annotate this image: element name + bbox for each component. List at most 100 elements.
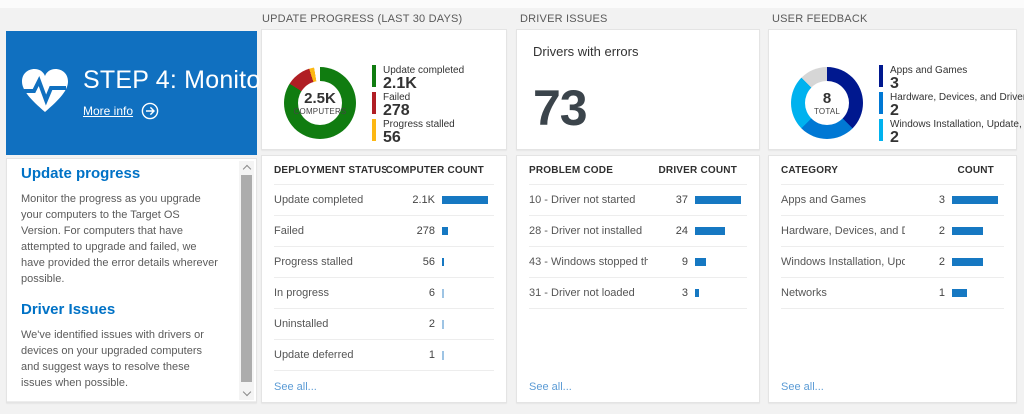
value-bar (442, 319, 444, 329)
legend-value: 3 (890, 75, 899, 92)
see-all-link[interactable]: See all... (529, 381, 572, 393)
table-row[interactable]: 31 - Driver not loaded 3 (529, 278, 747, 309)
legend-value: 278 (383, 102, 410, 119)
value-bar (442, 350, 444, 360)
scroll-down-icon[interactable] (239, 387, 254, 400)
scroll-up-icon[interactable] (239, 161, 254, 174)
update-progress-chart-card: 2.5K COMPUTERS Update completed 2.1K Faile… (261, 29, 507, 150)
row-label: Update completed (274, 194, 364, 206)
bar-cell (945, 289, 1004, 297)
value-bar (695, 227, 725, 235)
row-value: 2 (938, 256, 945, 268)
legend-value: 56 (383, 129, 401, 146)
table-row[interactable]: Windows Installation, Update,... 2 (781, 247, 1004, 278)
column-header: CATEGORY (781, 164, 839, 176)
legend-label: Failed (383, 92, 411, 103)
row-value: 6 (428, 287, 435, 299)
value-bar (695, 289, 699, 297)
row-value: 56 (422, 256, 435, 268)
row-label: Networks (781, 287, 827, 299)
section-divider (7, 401, 256, 402)
update-progress-legend: Update completed 2.1K Failed 278 Progress st… (372, 65, 464, 146)
value-bar (442, 258, 444, 266)
table-header-row: PROBLEM CODE DRIVER COUNT (529, 156, 747, 185)
table-row[interactable]: Update deferred 1 (274, 340, 494, 371)
legend-label: Progress stalled (383, 119, 455, 130)
donut-center-label: COMPUTERS (293, 106, 347, 116)
row-value: 3 (938, 194, 945, 206)
donut-center: 8 TOTAL (805, 81, 849, 125)
scrollbar-thumb[interactable] (241, 175, 252, 382)
problem-code-table: PROBLEM CODE DRIVER COUNT 10 - Driver not … (529, 156, 747, 309)
value-bar (442, 227, 448, 235)
user-feedback-donut-chart[interactable]: 8 TOTAL (791, 67, 863, 139)
legend-item: Failed 278 (372, 92, 464, 119)
value-bar (952, 227, 983, 235)
row-value: 24 (675, 225, 688, 237)
row-value: 37 (675, 194, 688, 206)
row-label: 43 - Windows stopped the devi... (529, 256, 648, 268)
column-header: DRIVER COUNT (658, 164, 737, 176)
legend-item: Windows Installation, Update, and...2 (879, 119, 1024, 146)
section-heading-driver-issues: Driver Issues (21, 301, 116, 318)
value-bar (695, 196, 741, 204)
table-row[interactable]: Progress stalled 56 (274, 247, 494, 278)
row-label: Update deferred (274, 349, 354, 361)
table-row[interactable]: 10 - Driver not started 37 (529, 185, 747, 216)
row-label: In progress (274, 287, 330, 299)
row-label: Apps and Games (781, 194, 866, 206)
see-all-link[interactable]: See all... (781, 381, 824, 393)
table-row[interactable]: In progress 6 (274, 278, 494, 309)
more-info-arrow-icon[interactable] (141, 102, 159, 120)
row-value: 1 (938, 287, 945, 299)
step-title: STEP 4: Monitor (83, 66, 269, 94)
column-header: COUNT (957, 164, 994, 176)
row-label: Hardware, Devices, and Drivers (781, 225, 905, 237)
donut-center-value: 8 (822, 89, 832, 107)
bar-cell (435, 288, 494, 298)
row-label: Uninstalled (274, 318, 329, 330)
update-progress-table-card: DEPLOYMENT STATUS COMPUTER COUNT Update co… (261, 155, 507, 403)
row-value: 1 (428, 349, 435, 361)
user-feedback-table-card: CATEGORY COUNT Apps and Games 3 Hardware, De… (768, 155, 1017, 403)
bar-cell (688, 227, 747, 235)
table-row[interactable]: Update completed 2.1K (274, 185, 494, 216)
row-label: 31 - Driver not loaded (529, 287, 635, 299)
more-info-link[interactable]: More info (83, 104, 134, 118)
table-row[interactable]: 28 - Driver not installed 24 (529, 216, 747, 247)
table-row[interactable]: Uninstalled 2 (274, 309, 494, 340)
table-header-row: CATEGORY COUNT (781, 156, 1004, 185)
donut-center-value: 2.5K (304, 89, 336, 107)
scrollbar[interactable] (239, 161, 254, 400)
bar-cell (435, 196, 494, 204)
overview-panel: Update progress Monitor the progress as … (6, 158, 257, 403)
bar-cell (435, 319, 494, 329)
table-row[interactable]: 43 - Windows stopped the devi... 9 (529, 247, 747, 278)
legend-swatch (372, 92, 376, 114)
section-body-update-progress: Monitor the progress as you upgrade your… (21, 193, 218, 285)
deployment-status-table: DEPLOYMENT STATUS COMPUTER COUNT Update co… (274, 156, 494, 371)
table-row[interactable]: Networks 1 (781, 278, 1004, 309)
value-bar (952, 258, 983, 266)
donut-center: 2.5K COMPUTERS (294, 81, 346, 125)
update-progress-header: UPDATE PROGRESS (LAST 30 DAYS) (262, 13, 463, 25)
value-bar (952, 289, 967, 297)
table-row[interactable]: Apps and Games 3 (781, 185, 1004, 216)
see-all-link[interactable]: See all... (274, 381, 317, 393)
table-row[interactable]: Failed 278 (274, 216, 494, 247)
row-value: 2 (428, 318, 435, 330)
row-value: 9 (681, 256, 688, 268)
bar-cell (435, 258, 494, 266)
driver-issues-kpi-card[interactable]: Drivers with errors 73 (516, 29, 760, 150)
legend-item: Hardware, Devices, and Drivers 2 (879, 92, 1024, 119)
value-bar (442, 288, 444, 298)
user-feedback-legend: Apps and Games 3 Hardware, Devices, and Dr… (879, 65, 1024, 146)
row-value: 3 (681, 287, 688, 299)
bar-cell (688, 258, 747, 266)
legend-item: Update completed 2.1K (372, 65, 464, 92)
bar-cell (945, 227, 1004, 235)
table-row[interactable]: Hardware, Devices, and Drivers 2 (781, 216, 1004, 247)
step-4-monitor-tile[interactable]: STEP 4: Monitor More info (6, 31, 269, 155)
update-progress-donut-chart[interactable]: 2.5K COMPUTERS (284, 67, 356, 139)
